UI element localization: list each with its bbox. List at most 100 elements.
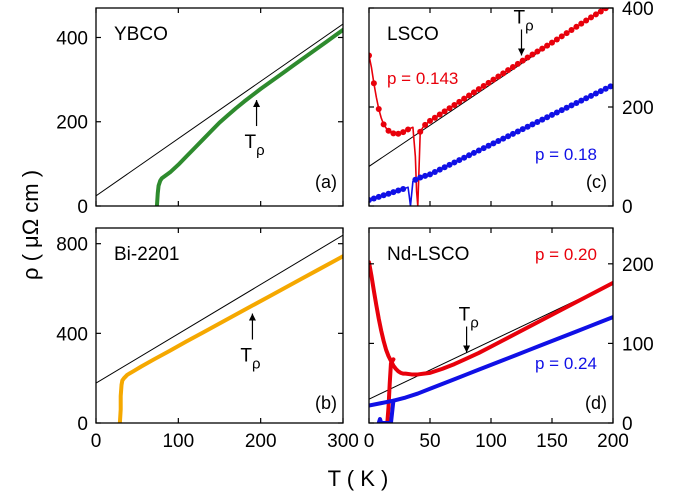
data-point: [602, 85, 609, 92]
data-point: [370, 195, 377, 202]
trho-label: Tρ: [514, 7, 534, 34]
data-point: [588, 14, 595, 21]
data-point: [470, 89, 477, 96]
data-point: [573, 23, 580, 30]
plot-area: [96, 234, 343, 423]
data-point: [583, 95, 590, 102]
data-point: [451, 159, 458, 166]
data-point: [466, 92, 473, 99]
data-point: [544, 114, 551, 121]
plot-area: [369, 260, 613, 423]
data-point: [380, 192, 387, 199]
series-line: [369, 315, 613, 408]
axes-frame: [95, 7, 344, 207]
series-label: p = 0.20: [535, 245, 597, 264]
data-point: [375, 105, 382, 112]
data-point: [375, 193, 382, 200]
y-tick-label: 200: [56, 113, 88, 134]
data-point: [529, 51, 536, 58]
data-point: [422, 172, 429, 179]
y-tick-label: 800: [56, 235, 88, 256]
data-point: [602, 8, 609, 12]
y-tick-label: 100: [622, 334, 654, 355]
data-point: [519, 126, 526, 133]
data-point: [609, 8, 612, 9]
data-point: [370, 80, 377, 87]
data-point: [385, 190, 392, 197]
data-point: [446, 161, 453, 168]
data-point: [544, 42, 551, 49]
trho-label-sub: ρ: [470, 315, 479, 332]
series-line: [154, 27, 343, 206]
data-point: [524, 54, 531, 61]
data-point: [500, 70, 507, 77]
data-point: [509, 130, 516, 137]
data-point: [583, 17, 590, 24]
data-point: [456, 157, 463, 164]
data-point: [441, 164, 448, 171]
series-label: p = 0.18: [535, 145, 597, 164]
data-point: [549, 39, 555, 46]
series-line: [117, 254, 343, 423]
data-point: [519, 57, 526, 64]
data-point: [390, 189, 397, 196]
data-point: [480, 83, 487, 90]
series-line: [369, 260, 613, 377]
plot-area: [369, 8, 613, 206]
fit-line: [96, 234, 343, 384]
trho-arrowhead: [518, 48, 525, 56]
data-point: [431, 114, 438, 121]
trho-label-main: T: [245, 132, 257, 153]
data-point: [524, 123, 531, 130]
data-point: [470, 149, 477, 156]
fit-line: [96, 23, 343, 197]
data-point: [395, 130, 402, 137]
panel-title: Nd-LSCO: [387, 244, 469, 265]
chart-panel: 0 400 800 0 100 200 300 Bi-2201 (b) Tρ: [56, 227, 359, 452]
trho-label-sub: ρ: [525, 17, 534, 34]
data-point: [597, 88, 604, 95]
data-point: [568, 102, 575, 109]
x-axis-title: T ( K ): [328, 466, 389, 491]
data-point: [436, 166, 443, 173]
x-tick-label: 200: [597, 431, 629, 452]
trho-arrowhead: [248, 313, 256, 321]
data-point: [549, 111, 555, 118]
x-tick-label: 200: [245, 431, 277, 452]
chart-panel: 0 200 400 YBCO (a) Tρ: [56, 7, 344, 218]
x-tick-label: 150: [536, 431, 568, 452]
data-point: [514, 128, 521, 135]
y-tick-label: 0: [622, 197, 633, 218]
data-point: [534, 48, 541, 55]
data-point: [441, 108, 448, 115]
plot-area: [96, 23, 343, 206]
data-point: [385, 127, 392, 134]
data-point: [568, 26, 575, 33]
data-point: [553, 109, 560, 116]
data-point: [427, 171, 433, 178]
trho-label-main: T: [240, 346, 252, 367]
x-tick-label: 100: [475, 431, 507, 452]
data-point: [490, 76, 497, 83]
data-point: [475, 147, 482, 154]
data-point: [422, 121, 429, 128]
data-point: [436, 111, 443, 118]
data-point: [395, 187, 402, 194]
trho-arrowhead: [463, 345, 471, 353]
series-label: p = 0.24: [535, 354, 597, 373]
data-point: [573, 100, 580, 107]
axes-frame: [95, 227, 344, 424]
y-axis-title: ρ ( μΩ cm ): [18, 170, 43, 280]
trho-label-main: T: [459, 305, 471, 326]
data-point: [446, 105, 453, 112]
series-label: p = 0.143: [387, 69, 458, 88]
panel-letter: (c): [586, 172, 607, 192]
y-tick-label: 400: [622, 0, 654, 20]
data-point: [461, 154, 468, 161]
data-point: [539, 116, 546, 123]
data-point: [369, 52, 372, 59]
data-point: [480, 145, 487, 152]
